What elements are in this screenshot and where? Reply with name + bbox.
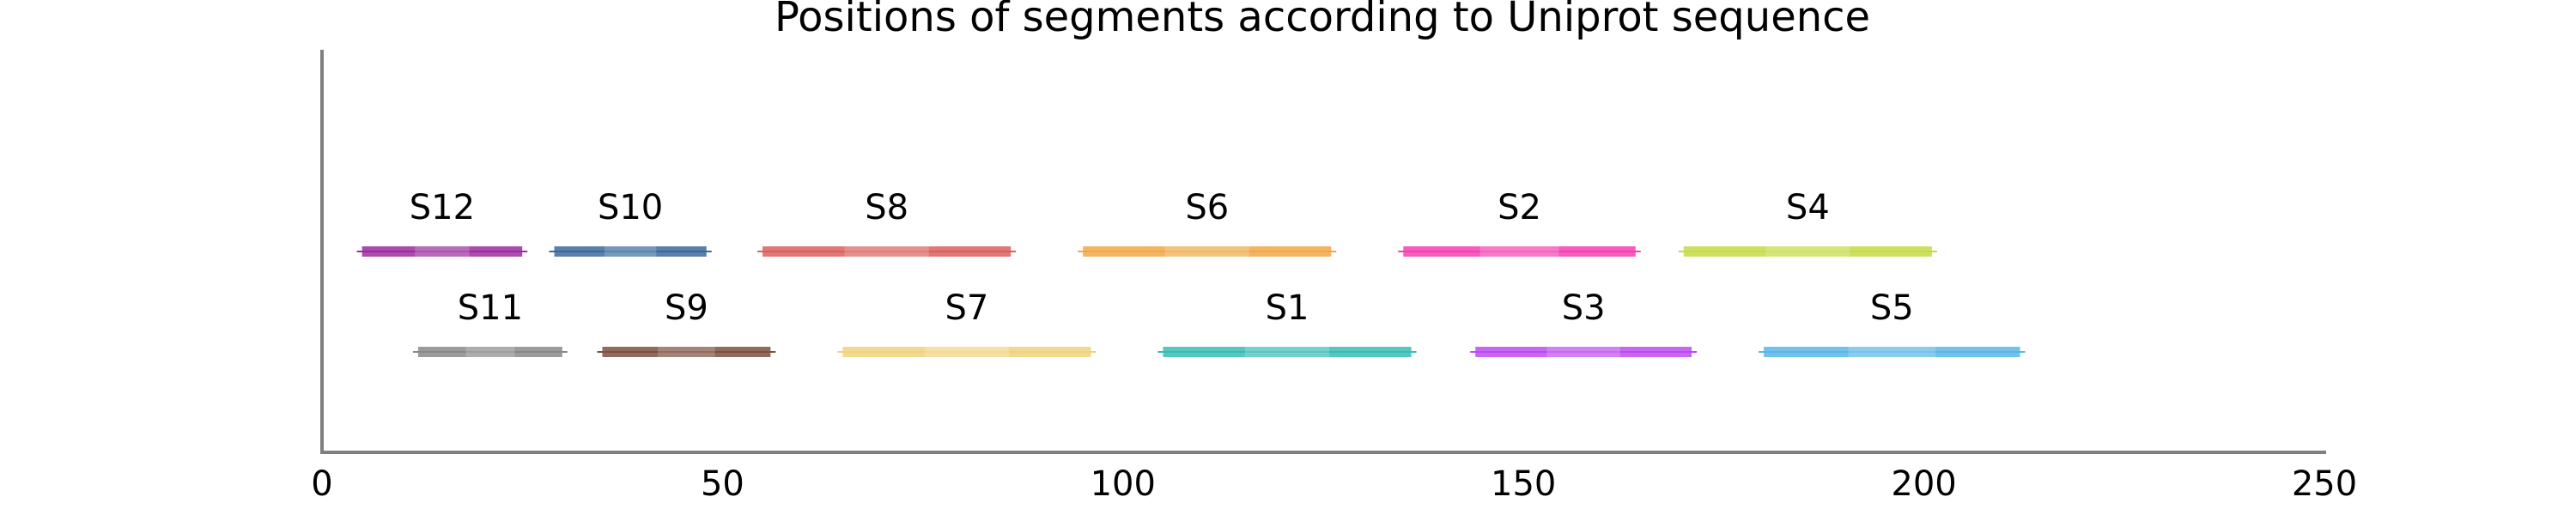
- segment-s9: S9: [597, 288, 776, 357]
- segment-bar: [1764, 347, 2020, 357]
- x-tick-label: 250: [2292, 464, 2357, 504]
- segment-s1: S1: [1157, 288, 1417, 357]
- segment-highlight: [924, 347, 1010, 357]
- segment-bar: [842, 347, 1091, 357]
- segment-label: S3: [1562, 288, 1606, 328]
- segment-label: S7: [945, 288, 988, 328]
- segment-bar: [1163, 347, 1412, 357]
- x-tick-label: 0: [311, 464, 332, 504]
- segment-highlight: [1164, 246, 1249, 257]
- segment-label: S2: [1498, 188, 1541, 227]
- chart-title: Positions of segments according to Unipr…: [775, 0, 1870, 41]
- segment-s12: S12: [356, 188, 528, 257]
- x-tick-label: 100: [1091, 464, 1156, 504]
- x-axis-ticks: 0 50 100 150 200 250: [311, 464, 2357, 504]
- segment-bar: [361, 246, 523, 257]
- segment-s4: S4: [1678, 188, 1937, 257]
- segment-label: S5: [1870, 288, 1914, 328]
- segment-bar: [554, 246, 707, 257]
- segment-bar: [1683, 246, 1932, 257]
- segment-bar: [762, 246, 1012, 257]
- segment-bar: [1083, 246, 1332, 257]
- segment-label: S8: [865, 188, 908, 227]
- segment-highlight: [415, 246, 470, 257]
- segment-s6: S6: [1078, 188, 1337, 257]
- segment-bar: [602, 347, 771, 357]
- segment-s7: S7: [837, 288, 1097, 357]
- segment-s2: S2: [1398, 188, 1641, 257]
- segment-s10: S10: [549, 188, 712, 257]
- segment-highlight: [1765, 246, 1850, 257]
- segment-highlight: [1244, 347, 1330, 357]
- segment-highlight: [1479, 246, 1559, 257]
- x-tick-label: 50: [701, 464, 744, 504]
- segment-label: S9: [665, 288, 708, 328]
- segment-highlight: [1848, 347, 1936, 357]
- segment-label: S10: [598, 188, 663, 227]
- segment-s8: S8: [757, 188, 1017, 257]
- segment-highlight: [658, 347, 715, 357]
- segment-highlight: [1546, 347, 1620, 357]
- segment-bar: [1475, 347, 1692, 357]
- segment-label: S4: [1786, 188, 1830, 227]
- x-tick-label: 150: [1491, 464, 1556, 504]
- segment-bar: [1403, 246, 1636, 257]
- segment-highlight: [604, 246, 657, 257]
- segment-label: S12: [410, 188, 475, 227]
- x-tick-label: 200: [1891, 464, 1956, 504]
- segment-highlight: [465, 347, 515, 357]
- segment-label: S11: [458, 288, 523, 328]
- segment-label: S6: [1185, 188, 1229, 227]
- segment-label: S1: [1266, 288, 1309, 328]
- segment-s5: S5: [1759, 288, 2026, 357]
- segment-s3: S3: [1470, 288, 1698, 357]
- segments-layer: S12 S10 S8 S6 S2 S4 S11 S9 S7 S1 S3 S5: [356, 188, 2026, 357]
- segment-bar: [417, 347, 562, 357]
- segment-highlight: [844, 246, 929, 257]
- segment-s11: S11: [412, 288, 568, 357]
